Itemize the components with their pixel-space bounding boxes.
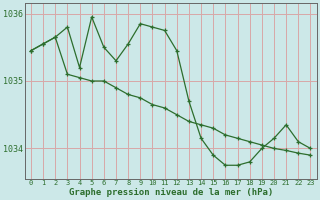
X-axis label: Graphe pression niveau de la mer (hPa): Graphe pression niveau de la mer (hPa) bbox=[68, 188, 273, 197]
